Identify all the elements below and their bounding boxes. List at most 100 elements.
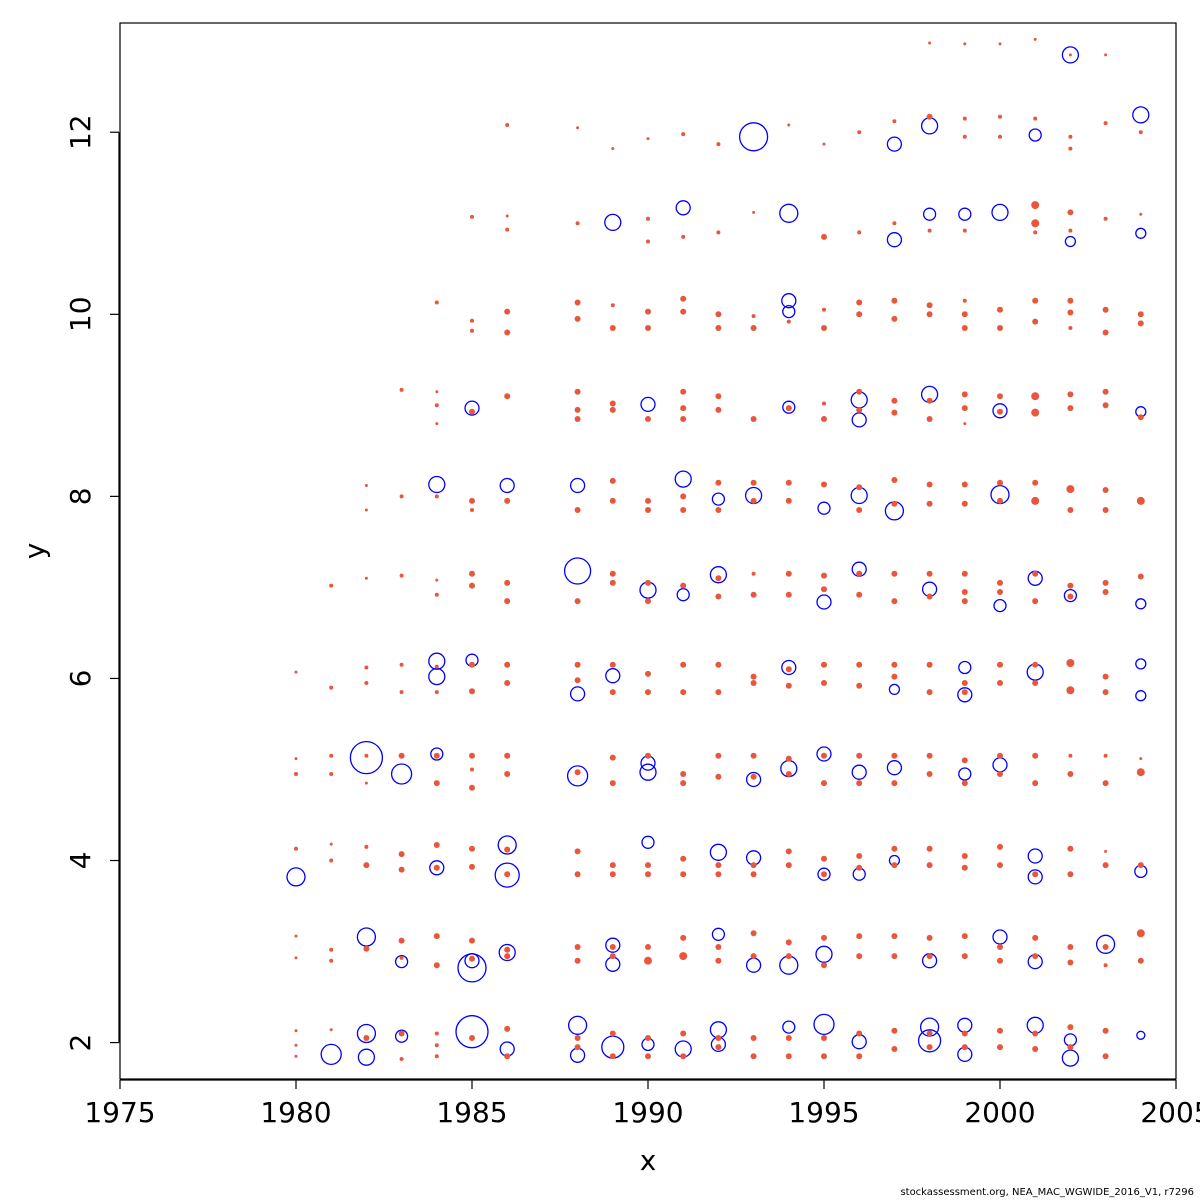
filled-dot-point xyxy=(645,1053,651,1060)
filled-dot-point xyxy=(926,416,933,422)
filled-dot-point xyxy=(609,570,616,577)
filled-dot-point xyxy=(680,507,687,513)
open-circle-point xyxy=(851,764,867,780)
filled-dot-point xyxy=(821,752,827,759)
filled-dot-point xyxy=(785,1053,792,1060)
filled-dot-point xyxy=(1067,209,1074,216)
filled-dot-point xyxy=(399,690,404,695)
open-circle-point xyxy=(886,136,903,152)
filled-dot-point xyxy=(856,406,863,413)
filled-dot-point xyxy=(1067,507,1074,513)
filled-dot-point xyxy=(609,400,616,407)
filled-dot-point xyxy=(1103,121,1108,126)
filled-dot-point xyxy=(961,391,968,398)
filled-dot-point xyxy=(1067,1044,1074,1051)
filled-dot-point xyxy=(751,314,756,319)
open-circle-point xyxy=(738,122,769,152)
filled-dot-point xyxy=(609,862,616,869)
filled-dot-point xyxy=(1102,1027,1109,1034)
filled-dot-point xyxy=(961,311,968,318)
filled-dot-point xyxy=(329,753,334,758)
filled-dot-point xyxy=(715,1044,722,1051)
filled-dot-point xyxy=(961,405,968,412)
x-tick-label: 1975 xyxy=(84,1096,155,1129)
open-circle-point xyxy=(428,667,446,686)
filled-dot-point xyxy=(926,934,933,941)
filled-dot-point xyxy=(926,500,933,507)
filled-dot-point xyxy=(1137,320,1144,327)
open-circle-point xyxy=(605,956,621,972)
filled-dot-point xyxy=(294,1054,298,1058)
filled-dot-point xyxy=(750,752,757,759)
filled-dot-point xyxy=(961,500,968,507)
filled-dot-point xyxy=(433,842,440,848)
open-circle-point xyxy=(813,1013,835,1036)
filled-dot-point xyxy=(785,497,792,504)
filled-dot-point xyxy=(1137,573,1144,580)
filled-dot-point xyxy=(574,871,581,878)
filled-dot-point xyxy=(433,752,440,759)
filled-dot-point xyxy=(856,1053,863,1060)
filled-dot-point xyxy=(785,771,792,777)
filled-dot-point xyxy=(856,661,863,668)
filled-dot-point xyxy=(928,41,932,45)
filled-dot-point xyxy=(645,871,651,878)
filled-dot-point xyxy=(575,221,580,226)
filled-dot-point xyxy=(681,132,686,137)
filled-dot-point xyxy=(785,953,792,960)
filled-dot-point xyxy=(574,598,581,605)
filled-dot-point xyxy=(469,661,475,668)
filled-dot-point xyxy=(926,311,933,318)
filled-dot-point xyxy=(1068,753,1073,758)
open-circle-point xyxy=(675,200,691,216)
filled-dot-point xyxy=(856,484,863,491)
open-circle-point xyxy=(563,557,592,585)
filled-dot-point xyxy=(856,311,863,318)
filled-dot-point xyxy=(680,405,687,412)
filled-dot-point xyxy=(505,123,510,127)
filled-dot-point xyxy=(961,853,968,859)
filled-dot-point xyxy=(1032,318,1039,325)
filled-dot-point xyxy=(645,752,651,759)
filled-dot-point xyxy=(646,216,650,221)
filled-dot-point xyxy=(574,661,581,668)
filled-dot-point xyxy=(1104,849,1108,853)
filled-dot-point xyxy=(961,864,968,871)
filled-dot-point xyxy=(433,780,440,787)
filled-dot-point xyxy=(434,494,439,499)
open-circle-point xyxy=(429,860,445,876)
filled-dot-point xyxy=(1102,306,1109,313)
filled-dot-point xyxy=(364,484,368,487)
filled-dot-point xyxy=(821,572,827,579)
filled-dot-point xyxy=(645,689,651,696)
filled-dot-point xyxy=(821,1035,827,1041)
filled-dot-point xyxy=(750,416,757,422)
filled-dot-point xyxy=(434,664,439,669)
filled-dot-point xyxy=(469,582,475,589)
open-circle-point xyxy=(958,207,972,221)
filled-dot-point xyxy=(856,682,863,689)
filled-dot-point xyxy=(363,862,370,869)
open-circle-point xyxy=(957,1017,973,1033)
filled-dot-point xyxy=(1033,116,1038,121)
filled-dot-point xyxy=(926,593,933,600)
filled-dot-point xyxy=(609,871,616,878)
filled-dot-point xyxy=(645,507,651,513)
filled-dot-point xyxy=(294,757,298,761)
filled-dot-point xyxy=(1031,392,1040,401)
open-circle-point xyxy=(428,475,446,494)
open-circle-point xyxy=(604,213,622,232)
filled-dot-point xyxy=(856,507,863,513)
filled-dot-point xyxy=(926,481,933,488)
open-circle-point xyxy=(605,937,621,953)
filled-dot-point xyxy=(574,388,581,395)
filled-dot-point xyxy=(1102,329,1109,336)
filled-dot-point xyxy=(574,769,581,776)
open-circle-point xyxy=(782,304,796,319)
filled-dot-point xyxy=(750,497,757,504)
filled-dot-point xyxy=(1032,479,1039,486)
open-circle-point xyxy=(745,771,762,788)
filled-dot-point xyxy=(997,393,1003,400)
filled-dot-point xyxy=(576,126,580,130)
filled-dot-point xyxy=(997,771,1003,777)
